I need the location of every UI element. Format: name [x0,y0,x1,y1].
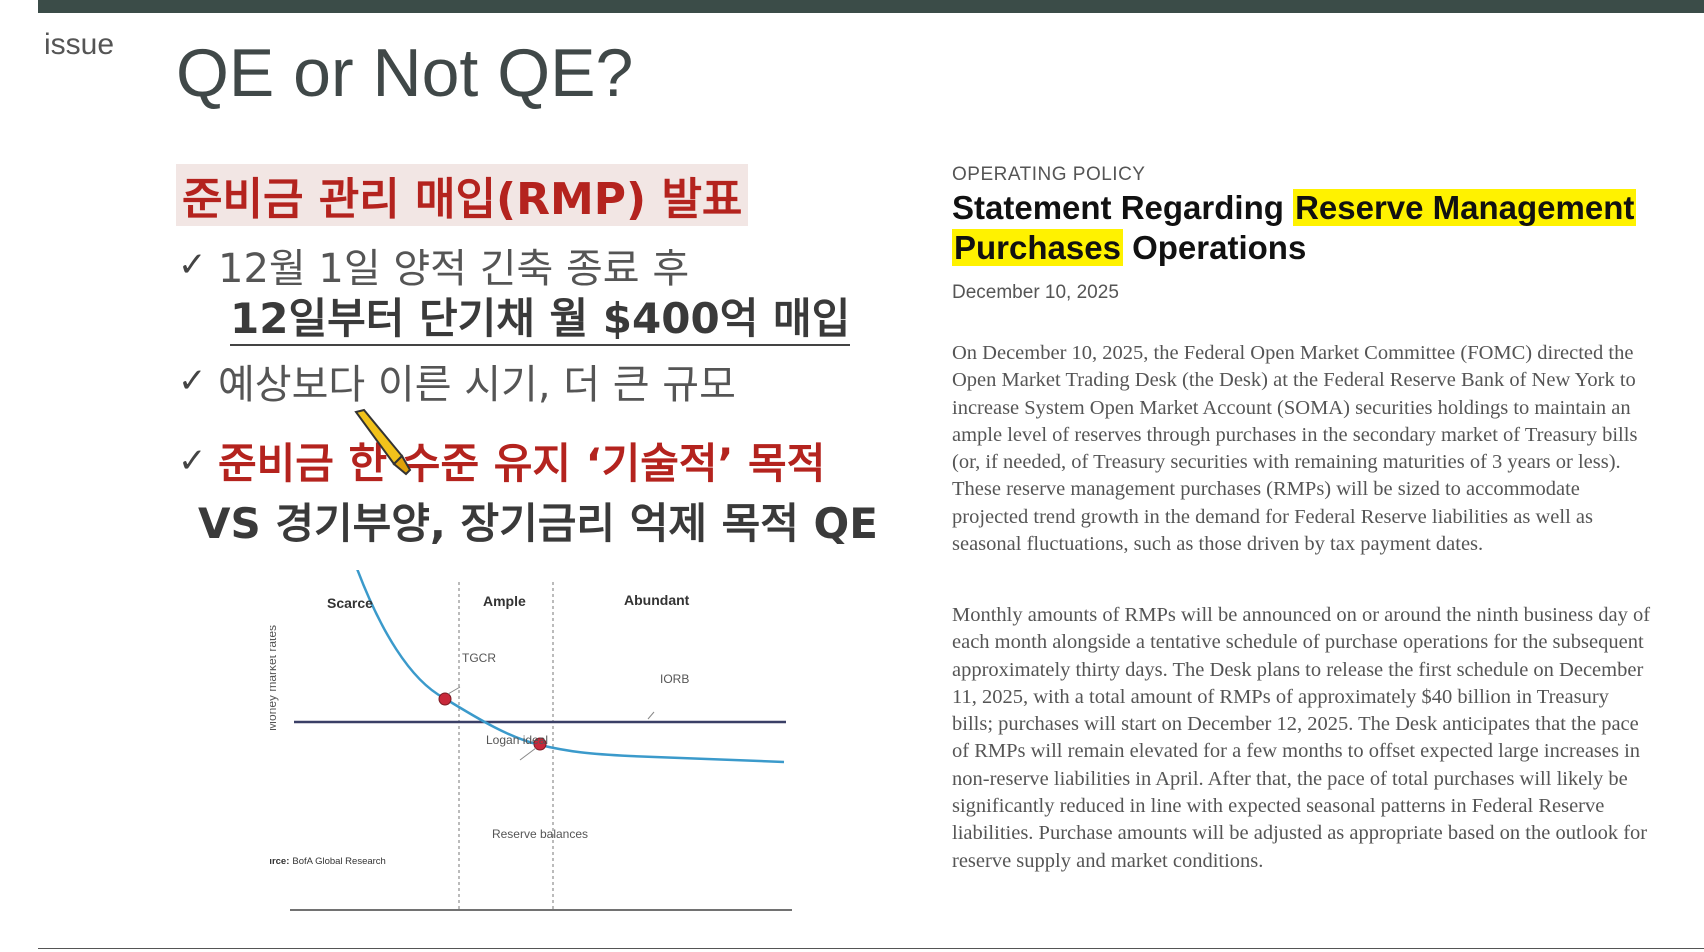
check-icon: ✓ [178,361,207,401]
annotation-tgcr: TGCR [462,651,496,665]
check-icon: ✓ [178,245,207,285]
statement-paragraph-1: On December 10, 2025, the Federal Open M… [952,342,1638,556]
annotation-logan-ideal: Logan ideal [486,733,548,747]
section-label: issue [44,28,115,61]
statement-title: Statement Regarding Reserve Management Pu… [952,188,1652,268]
bottom-rule [38,948,1704,949]
x-axis-label: Reserve balances [492,827,588,841]
bullet-2: ✓ 예상보다 이른 시기, 더 큰 규모 [178,352,736,410]
headline-text: 준비금 관리 매입(RMP) 발표 [182,174,743,225]
demand-curve [356,570,785,764]
bullet-3: ✓ 준비금 한 수준 유지 ‘기술적’ 목적 [178,430,825,491]
bullet-1-text: 12월 1일 양적 긴축 종료 후 [218,246,690,292]
chart-source-prefix: Source: [270,856,289,867]
article-kicker: OPERATING POLICY [952,164,1146,185]
bullet-3-text: 준비금 한 수준 유지 ‘기술적’ 목적 [218,439,826,488]
annotation-iorb: IORB [660,672,689,686]
y-axis-label: Money market rates [270,625,279,731]
headline-highlight: 준비금 관리 매입(RMP) 발표 [176,164,749,226]
bullet-1-subtext: 12일부터 단기채 월 $400억 매입 [230,294,851,346]
logan-ideal-point [533,737,547,751]
bullet-2-text: 예상보다 이른 시기, 더 큰 규모 [218,362,736,408]
check-icon: ✓ [178,440,207,481]
title-highlight-2: Purchases [952,229,1123,266]
region-label-ample: Ample [483,593,526,609]
title-part-2: Operations [1122,229,1307,266]
chart-source: Source:BofA Global Research [270,856,386,867]
iorb-leader [647,711,655,720]
chart-source-text: BofA Global Research [292,856,385,867]
statement-paragraph-2: Monthly amounts of RMPs will be announce… [952,604,1651,872]
tgcr-leader [447,686,461,695]
logan-leader [519,747,537,761]
statement-date: December 10, 2025 [952,282,1119,303]
top-accent-bar [38,0,1704,13]
bullet-1: ✓ 12월 1일 양적 긴축 종료 후 [178,236,689,294]
bullet-3-subtext: VS 경기부양, 장기금리 억제 목적 QE [198,499,878,548]
title-part-1: Statement Regarding [952,189,1294,226]
reserves-demand-chart: Scarce Ample Abundant TGCR IORB Logan id… [270,570,792,911]
tgcr-point [438,692,452,706]
region-label-scarce: Scarce [327,595,373,611]
region-label-abundant: Abundant [624,592,690,608]
pointer-cursor-icon [354,408,412,476]
slide-title: QE or Not QE? [176,35,634,111]
title-highlight-1: Reserve Management [1293,189,1637,226]
